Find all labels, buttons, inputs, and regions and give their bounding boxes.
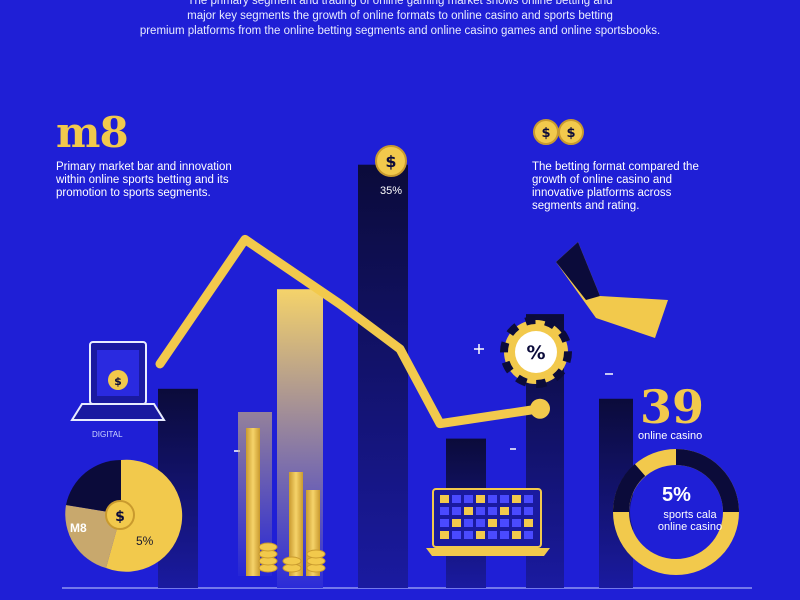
- bar-3: [358, 164, 408, 588]
- monitor-cell: [440, 495, 449, 503]
- trend-arrow-icon: [556, 242, 668, 338]
- intro-line: The primary segment and trading of onlin…: [187, 0, 613, 7]
- pie-brand-label: M8: [70, 521, 87, 535]
- monitor-cell: [488, 507, 497, 515]
- monitor-cell: [500, 495, 509, 503]
- monitor-cell: [476, 507, 485, 515]
- monitor-cell: [488, 531, 497, 539]
- left-description: Primary market bar and innovation within…: [56, 161, 232, 199]
- monitor-cell: [440, 531, 449, 539]
- monitor-cell: [464, 531, 473, 539]
- laptop-label: DIGITAL: [92, 430, 123, 439]
- donut-ring-navy: [675, 449, 739, 513]
- ring-percent: 5%: [662, 484, 691, 506]
- ring-label-line: online casino: [657, 521, 723, 533]
- stat-label: online casino: [638, 430, 703, 442]
- donut-chart: [612, 449, 739, 575]
- monitor-cell: [524, 507, 533, 515]
- svg-text:$: $: [114, 375, 122, 388]
- monitor-cell: [500, 531, 509, 539]
- pie-percent-label: 5%: [136, 534, 154, 548]
- trend-line: [155, 234, 545, 429]
- monitor-cell: [488, 519, 497, 527]
- laptop-icon: $: [70, 341, 166, 421]
- percent-chip-icon: %: [500, 316, 572, 388]
- monitor-cell: [452, 531, 461, 539]
- brand-logo: m8: [56, 108, 129, 157]
- pie-chart: $: [65, 459, 183, 572]
- coin-stacks: [238, 412, 326, 576]
- monitor-cell: [476, 531, 485, 539]
- intro-line: major key segments the growth of online …: [187, 10, 613, 22]
- intro-text: The primary segment and trading of onlin…: [0, 0, 800, 39]
- monitor-cell: [440, 519, 449, 527]
- pie-slice-navy: [66, 459, 121, 514]
- ring-label: sports cala online casino: [640, 509, 740, 533]
- monitor-cell: [512, 519, 521, 527]
- monitor-cell: [440, 507, 449, 515]
- monitor-cell: [464, 495, 473, 503]
- svg-text:$: $: [115, 509, 125, 525]
- bar-percent-label: 35%: [380, 185, 403, 197]
- intro-line: premium platforms from the online bettin…: [139, 25, 661, 37]
- pie-slice-gold: [106, 459, 183, 572]
- coin-dollar-icon: $: [375, 145, 407, 177]
- svg-text:$: $: [566, 126, 575, 141]
- monitor-icon: [426, 488, 550, 556]
- stat-value: 39: [640, 380, 705, 434]
- coin-dollar-icon: [105, 500, 135, 530]
- monitor-cell: [476, 519, 485, 527]
- ring-label-line: sports cala: [663, 509, 717, 521]
- monitor-cell: [524, 519, 533, 527]
- monitor-cell: [512, 495, 521, 503]
- monitor-cell: [464, 507, 473, 515]
- monitor-cell: [452, 507, 461, 515]
- monitor-cell: [452, 495, 461, 503]
- monitor-cell: [452, 519, 461, 527]
- monitor-cell: [524, 531, 533, 539]
- donut-ring-navy: [612, 463, 646, 513]
- monitor-cell: [464, 519, 473, 527]
- right-description: The betting format compared the growth o…: [532, 161, 699, 212]
- svg-text:$: $: [541, 126, 550, 141]
- monitor-cell: [476, 495, 485, 503]
- monitor-cell: [512, 507, 521, 515]
- svg-text:%: %: [526, 342, 545, 364]
- monitor-cell: [512, 531, 521, 539]
- monitor-cell: [500, 519, 509, 527]
- trend-line-group: [155, 234, 550, 429]
- trend-line-endpoint: [530, 398, 550, 419]
- coin-pair-icon: $ $: [533, 119, 584, 145]
- monitor-cell: [500, 507, 509, 515]
- monitor-cell: [524, 495, 533, 503]
- svg-text:$: $: [385, 152, 396, 171]
- monitor-cell: [488, 495, 497, 503]
